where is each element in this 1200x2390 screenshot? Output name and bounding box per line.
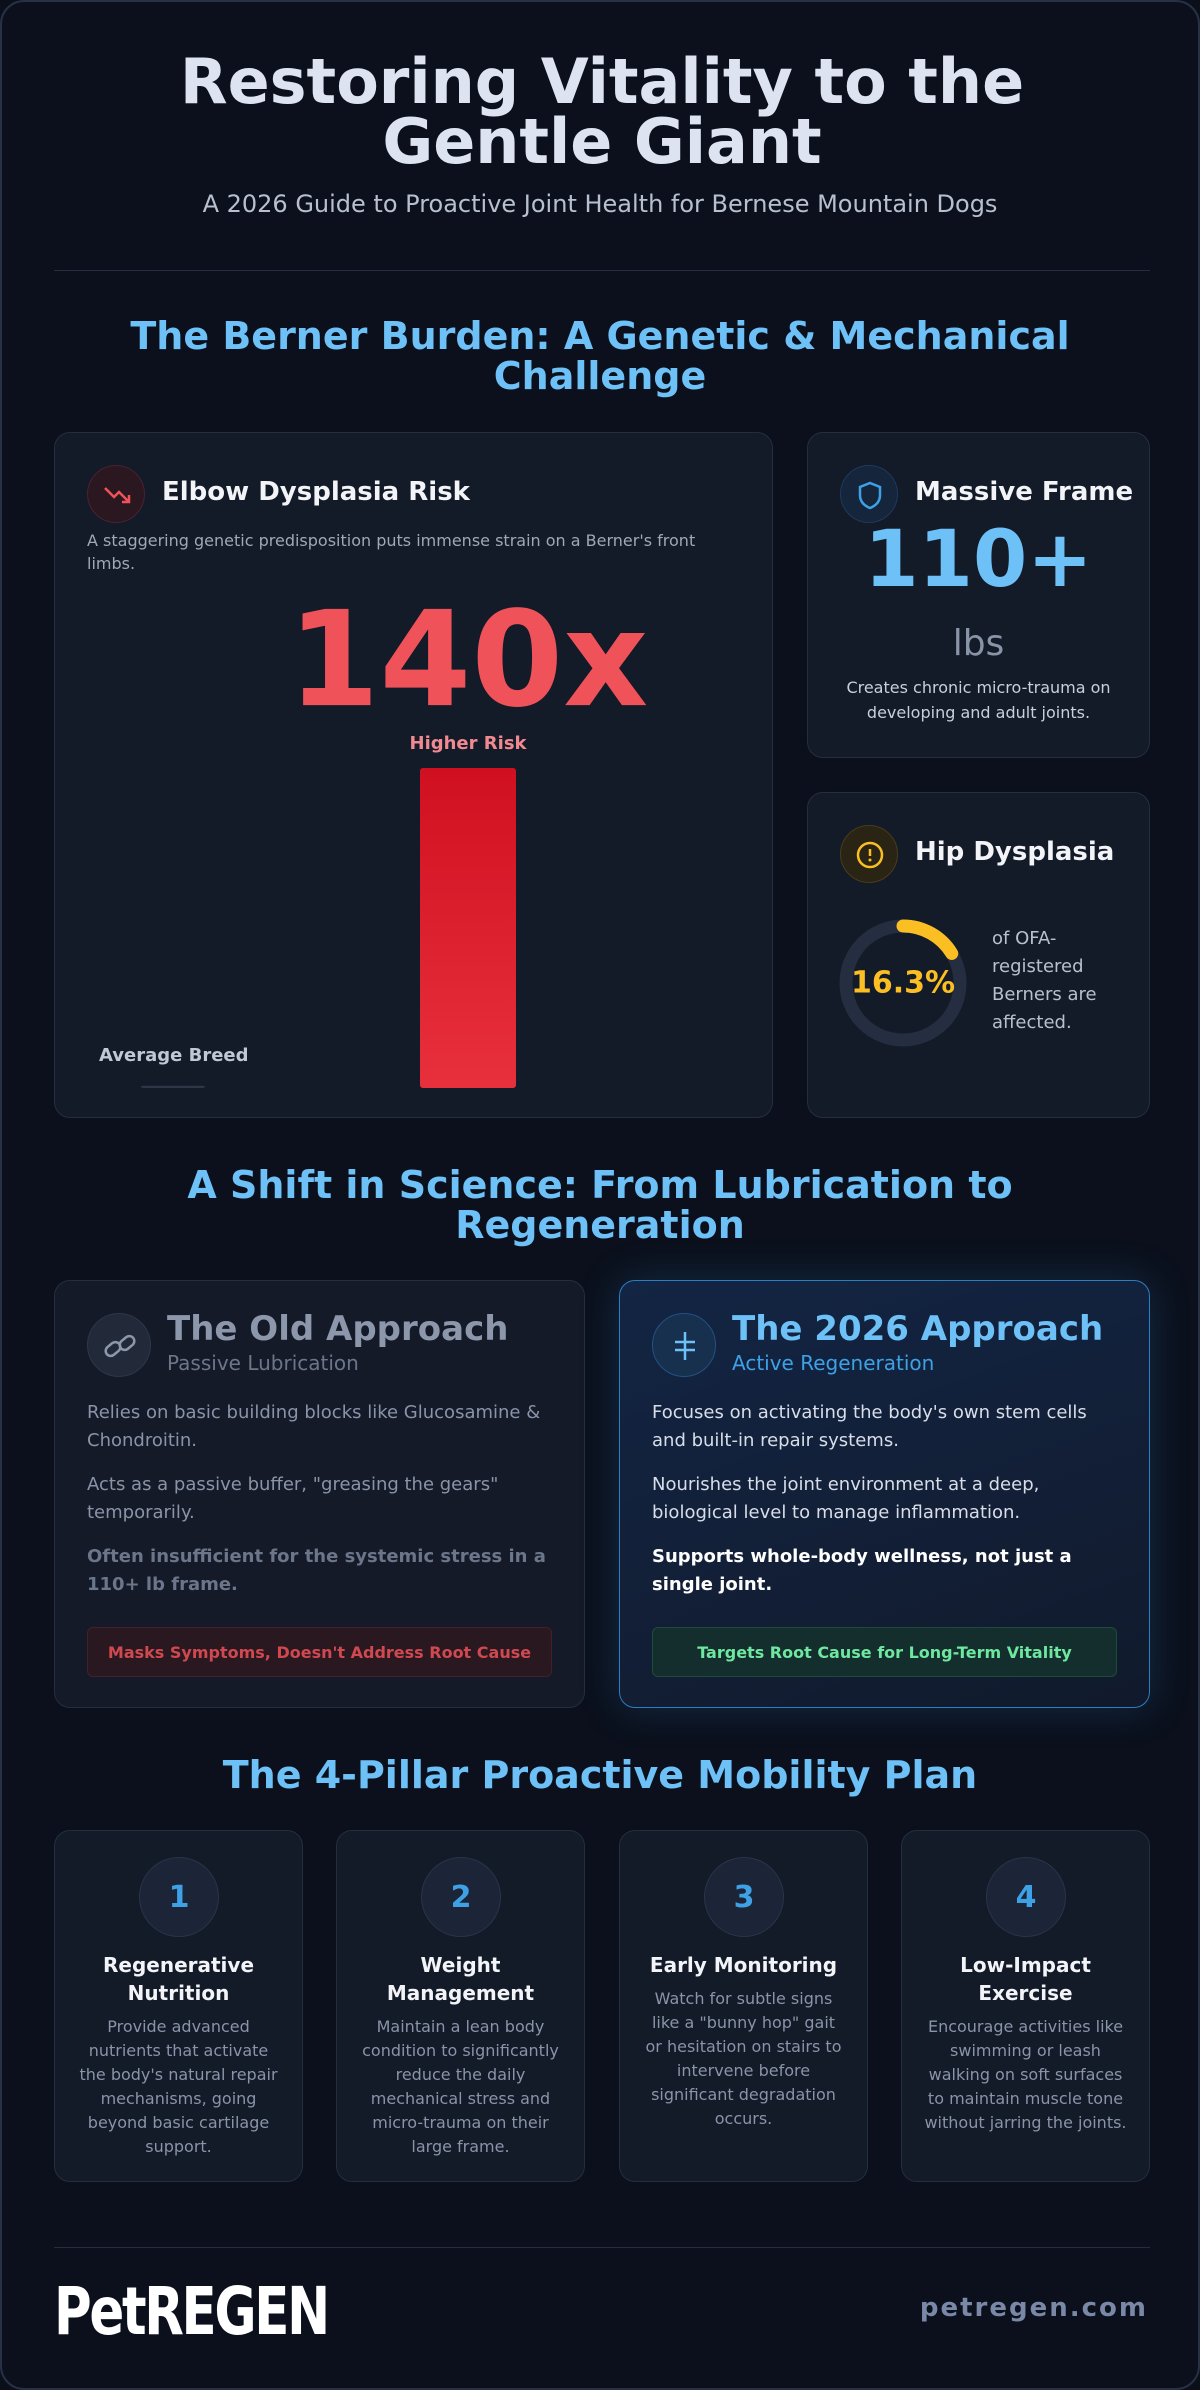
card-title: The Old Approach (167, 1309, 509, 1349)
icon-graphic (675, 1332, 695, 1360)
icon (87, 465, 145, 523)
card-title: Massive Frame (915, 477, 1134, 507)
elbow-card: Elbow Dysplasia Risk A staggering geneti… (54, 432, 773, 1118)
pillar-card: 3 Early Monitoring Watch for subtle signs … (619, 1830, 868, 2182)
pillar-text: Encourage activities like swimming or le… (924, 2017, 1127, 2132)
point: Focuses on activating the body's own ste… (652, 1402, 1087, 1451)
pillar-title: Early Monitoring (649, 1953, 838, 1977)
point: Nourishes the joint environment at a dee… (652, 1474, 1040, 1523)
card-title: Hip Dysplasia (915, 837, 1115, 867)
point: Supports whole-body wellness, not just a… (652, 1546, 1072, 1595)
pillar-number: 2 (421, 1857, 501, 1937)
donut-chart: 16.3% (839, 919, 967, 1047)
icon (652, 1313, 716, 1377)
bar (141, 1085, 205, 1088)
pillar-title: Low-Impact Exercise (960, 1953, 1091, 2005)
pillar-card: 1 Regenerative Nutrition Provide advanced … (54, 1830, 303, 2182)
card-description: of OFA-registered Berners are affected. (992, 928, 1097, 1033)
frame-stat: 110+ (864, 515, 1093, 605)
title: Restoring Vitality to the Gentle Giant (179, 45, 1025, 178)
section-heading: A Shift in Science: From Lubrication to … (187, 1163, 1013, 1247)
card-subtitle: Passive Lubrication (167, 1351, 359, 1375)
divider (54, 2247, 1150, 2248)
card-title: Elbow Dysplasia Risk (162, 477, 470, 507)
pillar-text: Provide advanced nutrients that activate… (79, 2017, 278, 2156)
subtitle: A 2026 Guide to Proactive Joint Health f… (202, 190, 998, 218)
pillar-title: Weight Management (386, 1953, 535, 2005)
pillar-card: 4 Low-Impact Exercise Encourage activities… (901, 1830, 1150, 2182)
bar-label: Average Breed (99, 1045, 249, 1066)
point: Acts as a passive buffer, "greasing the … (87, 1474, 499, 1523)
icon-graphic (858, 481, 882, 510)
bar-label: Higher Risk (410, 733, 528, 754)
card-subtitle: Active Regeneration (732, 1351, 935, 1375)
logo: PetREGEN (54, 2273, 330, 2350)
old-approach-card: The Old Approach Passive Lubrication Rel… (54, 1280, 585, 1708)
donut-label: 16.3% (851, 966, 955, 1001)
section-heading: The 4-Pillar Proactive Mobility Plan (222, 1753, 978, 1797)
card-title: The 2026 Approach (732, 1309, 1104, 1349)
icon (840, 825, 898, 883)
frame-card: Massive Frame 110+ lbs Creates chronic m… (807, 432, 1150, 758)
new-approach-card: The 2026 Approach Active Regeneration Fo… (619, 1280, 1150, 1708)
card-description: A staggering genetic predisposition puts… (87, 531, 696, 573)
icon-graphic (856, 841, 884, 869)
bar (420, 768, 516, 1088)
divider (54, 270, 1150, 271)
badge: Targets Root Cause for Long-Term Vitalit… (652, 1627, 1117, 1677)
point-list: Focuses on activating the body's own ste… (652, 1399, 1117, 1615)
risk-stat: 140x (288, 583, 649, 737)
icon-graphic (104, 487, 131, 504)
point: Relies on basic building blocks like Glu… (87, 1402, 541, 1451)
pillar-number: 1 (139, 1857, 219, 1937)
donut-arc (839, 919, 967, 1047)
icon-graphic (104, 1334, 136, 1358)
pillar-text: Watch for subtle signs like a "bunny hop… (645, 1989, 842, 2128)
section-heading: The Berner Burden: A Genetic & Mechanica… (130, 314, 1070, 398)
pillar-text: Maintain a lean body condition to signif… (362, 2017, 559, 2156)
icon (87, 1313, 151, 1377)
point-list: Relies on basic building blocks like Glu… (87, 1399, 552, 1615)
hip-card: Hip Dysplasia 16.3% of OFA-registered Be… (807, 792, 1150, 1118)
badge: Masks Symptoms, Doesn't Address Root Cau… (87, 1627, 552, 1677)
pillar-number: 4 (986, 1857, 1066, 1937)
pillar-title: Regenerative Nutrition (102, 1953, 255, 2005)
title-box: Restoring Vitality to the Gentle Giant (82, 45, 1122, 178)
frame-unit: lbs (952, 623, 1005, 664)
point: Often insufficient for the systemic stre… (87, 1546, 546, 1595)
pillar-number: 3 (704, 1857, 784, 1937)
icon (840, 465, 898, 523)
risk-chart: 140x Average Breed Higher Risk (99, 583, 649, 1088)
footer-url[interactable]: petregen.com (919, 2293, 1148, 2323)
card-description: Creates chronic micro-trauma on developi… (846, 678, 1111, 722)
pillar-card: 2 Weight Management Maintain a lean body c… (336, 1830, 585, 2182)
